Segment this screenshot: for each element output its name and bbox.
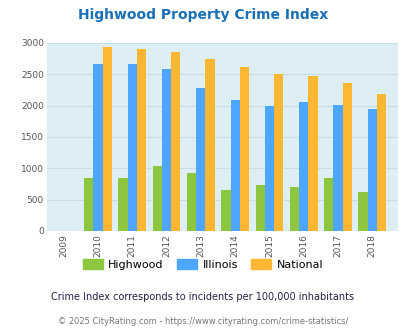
Text: Highwood Property Crime Index: Highwood Property Crime Index bbox=[78, 8, 327, 22]
Bar bbox=[273, 74, 283, 231]
Bar bbox=[84, 178, 93, 231]
Bar bbox=[162, 69, 171, 231]
Bar bbox=[196, 88, 205, 231]
Bar bbox=[298, 102, 307, 231]
Bar bbox=[118, 178, 128, 231]
Bar bbox=[333, 105, 342, 231]
Bar bbox=[187, 173, 196, 231]
Bar bbox=[136, 49, 146, 231]
Bar bbox=[307, 76, 317, 231]
Bar bbox=[239, 67, 248, 231]
Bar bbox=[128, 64, 136, 231]
Bar bbox=[264, 106, 273, 231]
Bar bbox=[367, 109, 376, 231]
Bar bbox=[93, 64, 102, 231]
Bar bbox=[289, 187, 298, 231]
Text: Crime Index corresponds to incidents per 100,000 inhabitants: Crime Index corresponds to incidents per… bbox=[51, 292, 354, 302]
Bar bbox=[255, 184, 264, 231]
Bar bbox=[230, 100, 239, 231]
Text: © 2025 CityRating.com - https://www.cityrating.com/crime-statistics/: © 2025 CityRating.com - https://www.city… bbox=[58, 317, 347, 326]
Legend: Highwood, Illinois, National: Highwood, Illinois, National bbox=[78, 255, 327, 274]
Bar bbox=[342, 83, 351, 231]
Bar bbox=[102, 47, 112, 231]
Bar bbox=[221, 190, 230, 231]
Bar bbox=[205, 59, 214, 231]
Bar bbox=[152, 166, 162, 231]
Bar bbox=[171, 52, 180, 231]
Bar bbox=[358, 192, 367, 231]
Bar bbox=[323, 178, 333, 231]
Bar bbox=[376, 94, 385, 231]
